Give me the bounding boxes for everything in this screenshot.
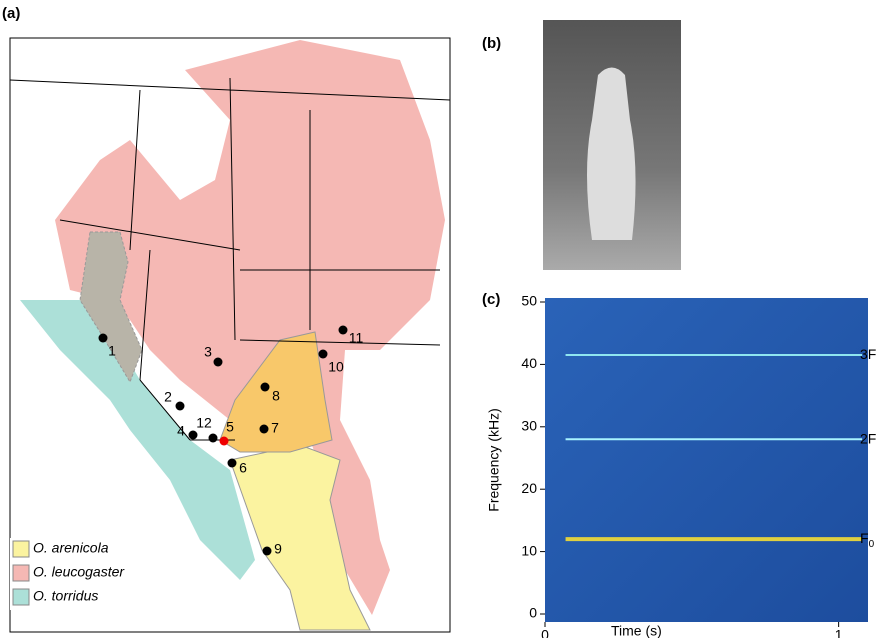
y-tick-label: 30 (521, 418, 537, 434)
harmonic-label-text: 3F (860, 346, 876, 362)
site-marker (263, 547, 272, 556)
spectrogram (545, 298, 868, 622)
site-label: 9 (274, 541, 282, 557)
legend-swatch (13, 541, 29, 557)
site-label: 12 (196, 415, 212, 431)
y-tick-label: 0 (529, 605, 537, 621)
site-label: 7 (271, 420, 279, 436)
legend-swatch (13, 565, 29, 581)
x-axis-label: Time (s) (611, 623, 662, 638)
legend-label: O. leucogaster (33, 564, 125, 580)
site-label: 8 (272, 388, 280, 404)
site-marker (260, 425, 269, 434)
site-marker (189, 431, 198, 440)
site-marker (214, 358, 223, 367)
legend-label: O. arenicola (33, 540, 109, 556)
site-marker (261, 383, 270, 392)
y-axis-label: Frequency (kHz) (486, 408, 502, 511)
site-marker (99, 334, 108, 343)
x-tick-label: 1 (835, 627, 843, 638)
legend-label: O. torridus (33, 588, 98, 604)
site-marker (220, 437, 229, 446)
panel-label: (a) (2, 5, 20, 22)
site-marker (228, 459, 237, 468)
site-marker (176, 402, 185, 411)
figure: (a) (b) (c) 123456789101112 O. arenicola… (0, 0, 883, 638)
site-label: 2 (164, 389, 172, 405)
y-tick-label: 10 (521, 542, 537, 558)
site-label: 10 (328, 359, 344, 375)
site-marker (209, 434, 218, 443)
site-label: 11 (349, 330, 364, 346)
legend-swatch (13, 589, 29, 605)
site-marker (339, 326, 348, 335)
y-tick-label: 20 (521, 480, 537, 496)
site-label: 6 (239, 460, 247, 476)
site-label: 5 (226, 419, 234, 435)
site-label: 4 (177, 423, 185, 439)
y-tick-label: 50 (521, 293, 537, 309)
harmonic-label-text: F (860, 530, 869, 546)
harmonic-label-text: 2F (860, 430, 876, 446)
harmonic-label: 3F (860, 346, 876, 362)
site-label: 3 (204, 344, 212, 360)
panel-label: (b) (482, 35, 501, 52)
site-label: 1 (108, 343, 116, 359)
panel-label: (c) (482, 291, 500, 308)
y-tick-label: 40 (521, 355, 537, 371)
site-marker (319, 350, 328, 359)
harmonic-label-sub: 0 (869, 539, 875, 550)
x-tick-label: 0 (541, 627, 549, 638)
harmonic-label: 2F (860, 430, 876, 446)
